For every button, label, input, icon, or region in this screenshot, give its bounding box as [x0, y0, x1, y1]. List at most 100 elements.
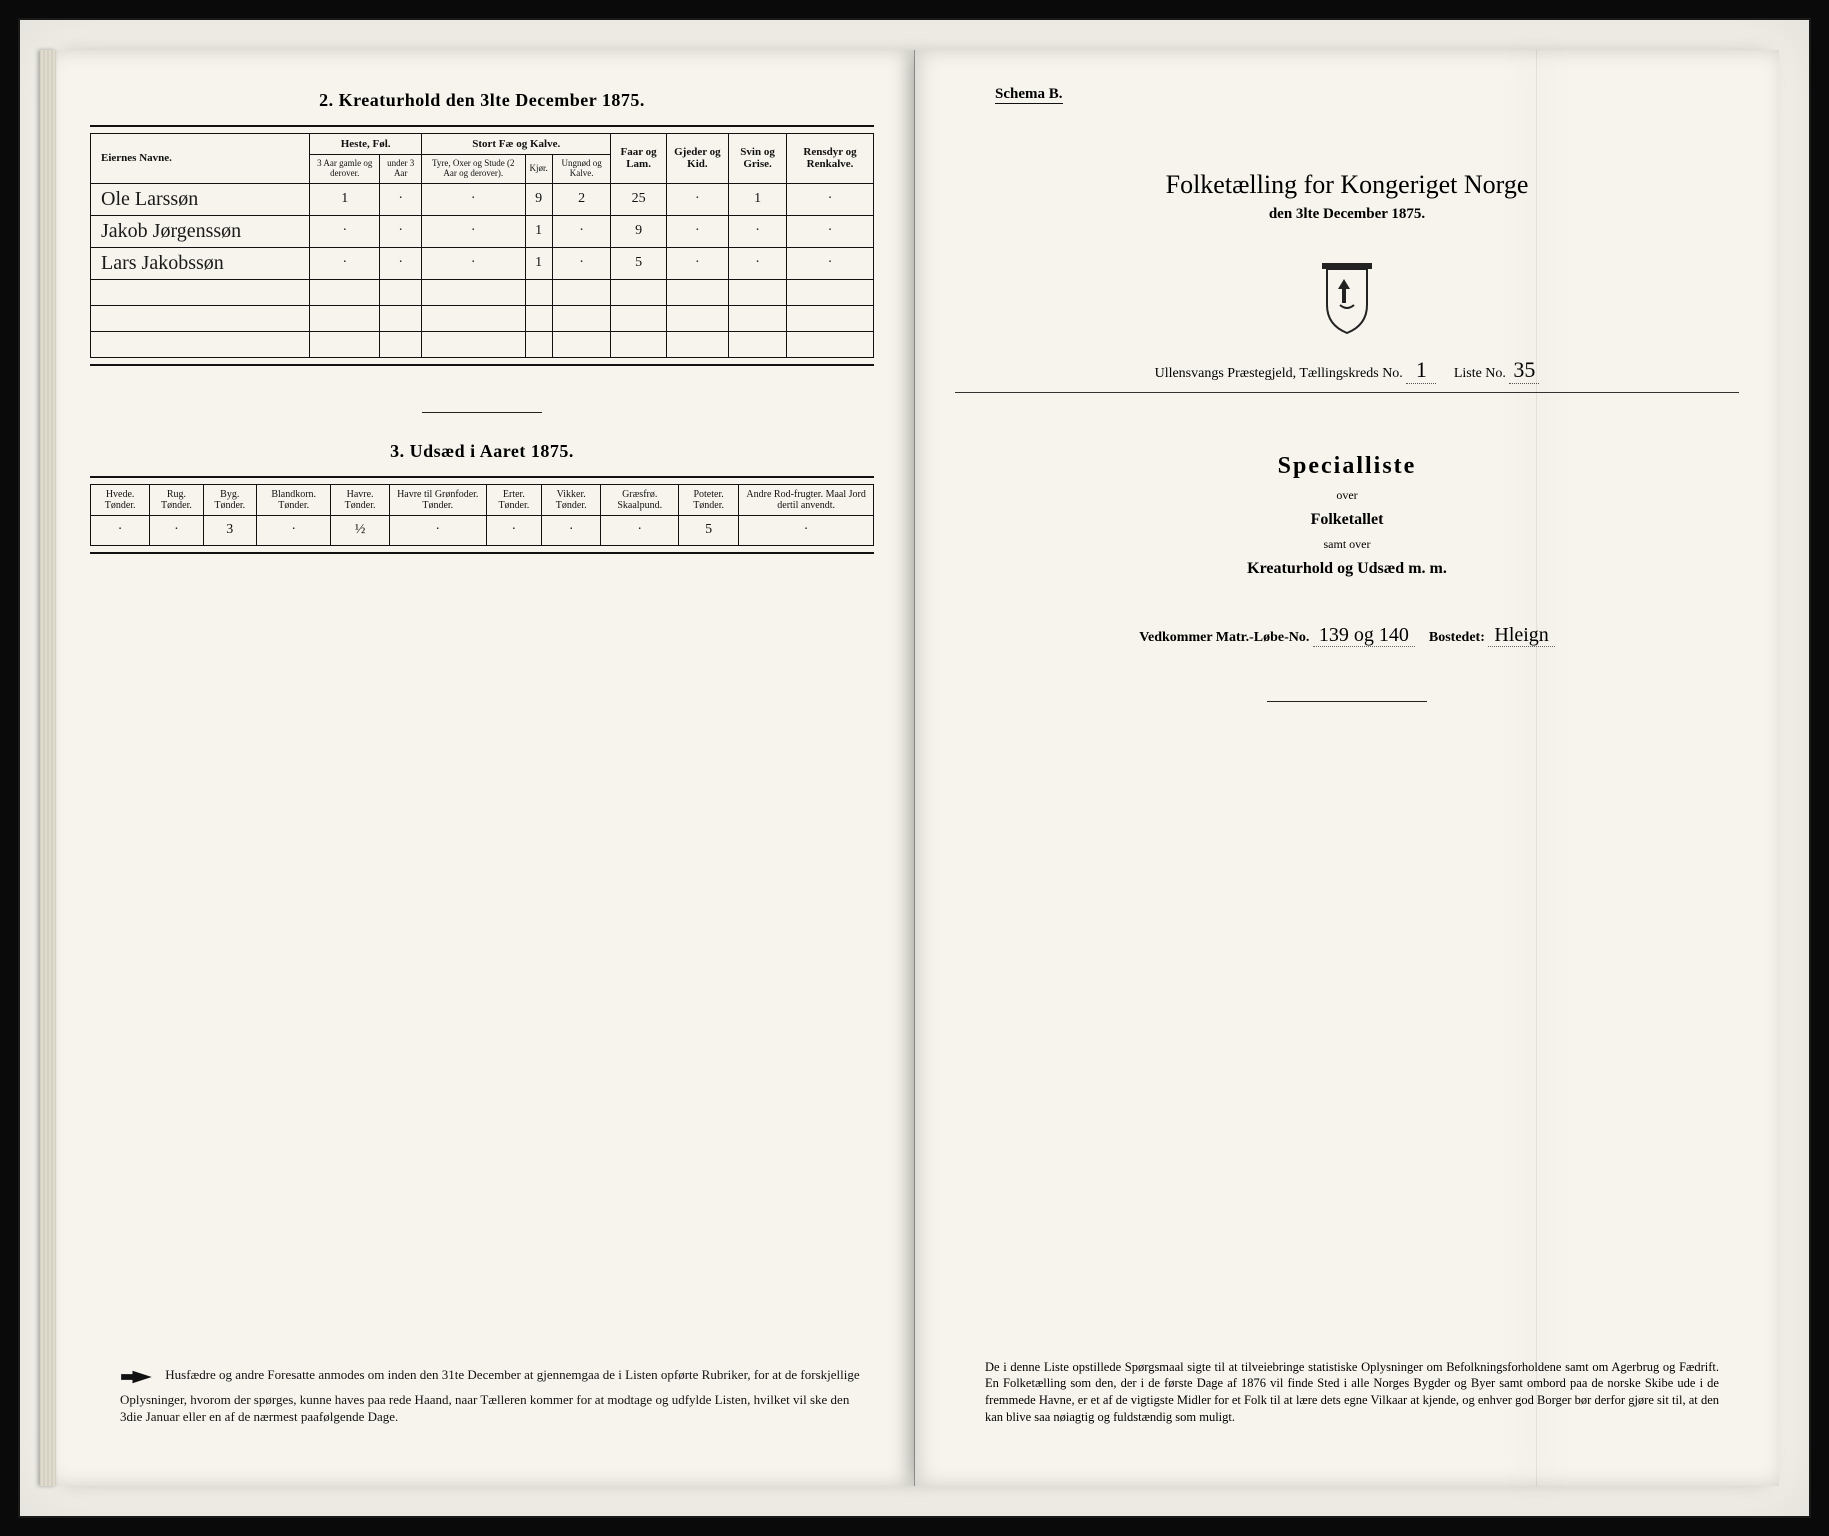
cell — [666, 331, 728, 357]
col-svin: Svin og Grise. — [729, 134, 787, 184]
cell — [380, 331, 422, 357]
cell: · — [380, 247, 422, 279]
meta-prefix: Ullensvangs Præstegjeld, Tællingskreds N… — [1155, 366, 1403, 381]
table-row: Ole Larssøn1··9225·1· — [91, 183, 874, 215]
cell: 5 — [611, 247, 666, 279]
cell — [729, 279, 787, 305]
cell: 25 — [611, 183, 666, 215]
schema-label: Schema B. — [995, 86, 1063, 104]
col-rensdyr: Rensdyr og Renkalve. — [787, 134, 874, 184]
table-row: Jakob Jørgenssøn···1·9··· — [91, 215, 874, 247]
cell: · — [666, 247, 728, 279]
sub-fae-1: Tyre, Oxer og Stude (2 Aar og derover). — [422, 155, 525, 184]
sub-fae-3: Ungnød og Kalve. — [552, 155, 611, 184]
cell — [310, 331, 380, 357]
rule — [90, 476, 874, 478]
meta-line: Ullensvangs Præstegjeld, Tællingskreds N… — [955, 357, 1739, 384]
seed-col: Havre til Grønfoder. Tønder. — [389, 484, 486, 515]
cell — [525, 331, 552, 357]
seed-col: Hvede. Tønder. — [91, 484, 150, 515]
cell — [310, 279, 380, 305]
col-gjeder: Gjeder og Kid. — [666, 134, 728, 184]
cell: · — [389, 515, 486, 545]
seed-col: Andre Rod-frugter. Maal Jord dertil anve… — [739, 484, 874, 515]
census-subtitle: den 3lte December 1875. — [955, 206, 1739, 223]
matr-line: Vedkommer Matr.-Løbe-No. 139 og 140 Bost… — [955, 624, 1739, 647]
cell: · — [552, 247, 611, 279]
group-fae: Stort Fæ og Kalve. — [422, 134, 611, 155]
cell — [380, 305, 422, 331]
cell — [666, 279, 728, 305]
sp-l3: samt over — [955, 537, 1739, 552]
cell: · — [787, 247, 874, 279]
cell — [611, 305, 666, 331]
cell: · — [787, 183, 874, 215]
sp-l1: over — [955, 488, 1739, 503]
cell — [787, 305, 874, 331]
cell — [422, 279, 525, 305]
seed-col: Byg. Tønder. — [203, 484, 256, 515]
matr-label: Vedkommer Matr.-Løbe-No. — [1139, 630, 1309, 645]
cell: · — [486, 515, 541, 545]
cell — [422, 305, 525, 331]
cell — [91, 331, 310, 357]
livestock-table: Eiernes Navne. Heste, Føl. Stort Fæ og K… — [90, 133, 874, 358]
cell: 1 — [525, 215, 552, 247]
cell: 5 — [678, 515, 738, 545]
cell: · — [310, 215, 380, 247]
rule — [955, 392, 1739, 393]
cell — [552, 279, 611, 305]
bosted-label: Bostedet: — [1429, 630, 1485, 645]
cell: · — [541, 515, 601, 545]
cell — [310, 305, 380, 331]
seed-col: Erter. Tønder. — [486, 484, 541, 515]
seed-col: Græsfrø. Skaalpund. — [601, 484, 678, 515]
cell: · — [256, 515, 331, 545]
cell — [91, 279, 310, 305]
right-footer: De i denne Liste opstillede Spørgsmaal s… — [985, 1359, 1719, 1427]
cell — [91, 305, 310, 331]
section2-title: 2. Kreaturhold den 3lte December 1875. — [90, 90, 874, 111]
seed-col: Vikker. Tønder. — [541, 484, 601, 515]
table-row-empty — [91, 331, 874, 357]
census-title: Folketælling for Kongeriget Norge — [955, 170, 1739, 200]
group-heste: Heste, Føl. — [310, 134, 422, 155]
sp-l2: Folketallet — [955, 511, 1739, 529]
cell: · — [310, 247, 380, 279]
right-page: Schema B. Folketælling for Kongeriget No… — [915, 50, 1779, 1486]
rule — [90, 552, 874, 554]
bosted-val: Hleign — [1488, 624, 1554, 647]
owner-name: Jakob Jørgenssøn — [91, 215, 310, 247]
cell: 1 — [310, 183, 380, 215]
cell: · — [380, 215, 422, 247]
table-row-empty — [91, 305, 874, 331]
cell: · — [601, 515, 678, 545]
kreds-value: 1 — [1406, 357, 1436, 384]
col-owner: Eiernes Navne. — [91, 134, 310, 184]
coat-of-arms-icon — [1312, 249, 1382, 339]
seed-col: Rug. Tønder. — [150, 484, 203, 515]
schema-text: Schema B. — [995, 86, 1063, 104]
table-row: Lars Jakobssøn···1·5··· — [91, 247, 874, 279]
cell: · — [729, 215, 787, 247]
cell — [422, 331, 525, 357]
owner-name: Ole Larssøn — [91, 183, 310, 215]
sub-heste-2: under 3 Aar — [380, 155, 422, 184]
short-rule — [1267, 701, 1427, 702]
seed-col: Poteter. Tønder. — [678, 484, 738, 515]
cell — [380, 279, 422, 305]
cell — [787, 331, 874, 357]
cell: 1 — [525, 247, 552, 279]
liste-label: Liste No. — [1454, 366, 1506, 381]
cell — [611, 279, 666, 305]
cell — [525, 305, 552, 331]
section3-title: 3. Udsæd i Aaret 1875. — [90, 441, 874, 462]
rule — [90, 364, 874, 366]
cell: · — [380, 183, 422, 215]
cell: · — [787, 215, 874, 247]
cell: · — [422, 247, 525, 279]
cell: ½ — [331, 515, 389, 545]
cell — [666, 305, 728, 331]
pointing-hand-icon — [120, 1368, 154, 1391]
seed-col: Blandkorn. Tønder. — [256, 484, 331, 515]
